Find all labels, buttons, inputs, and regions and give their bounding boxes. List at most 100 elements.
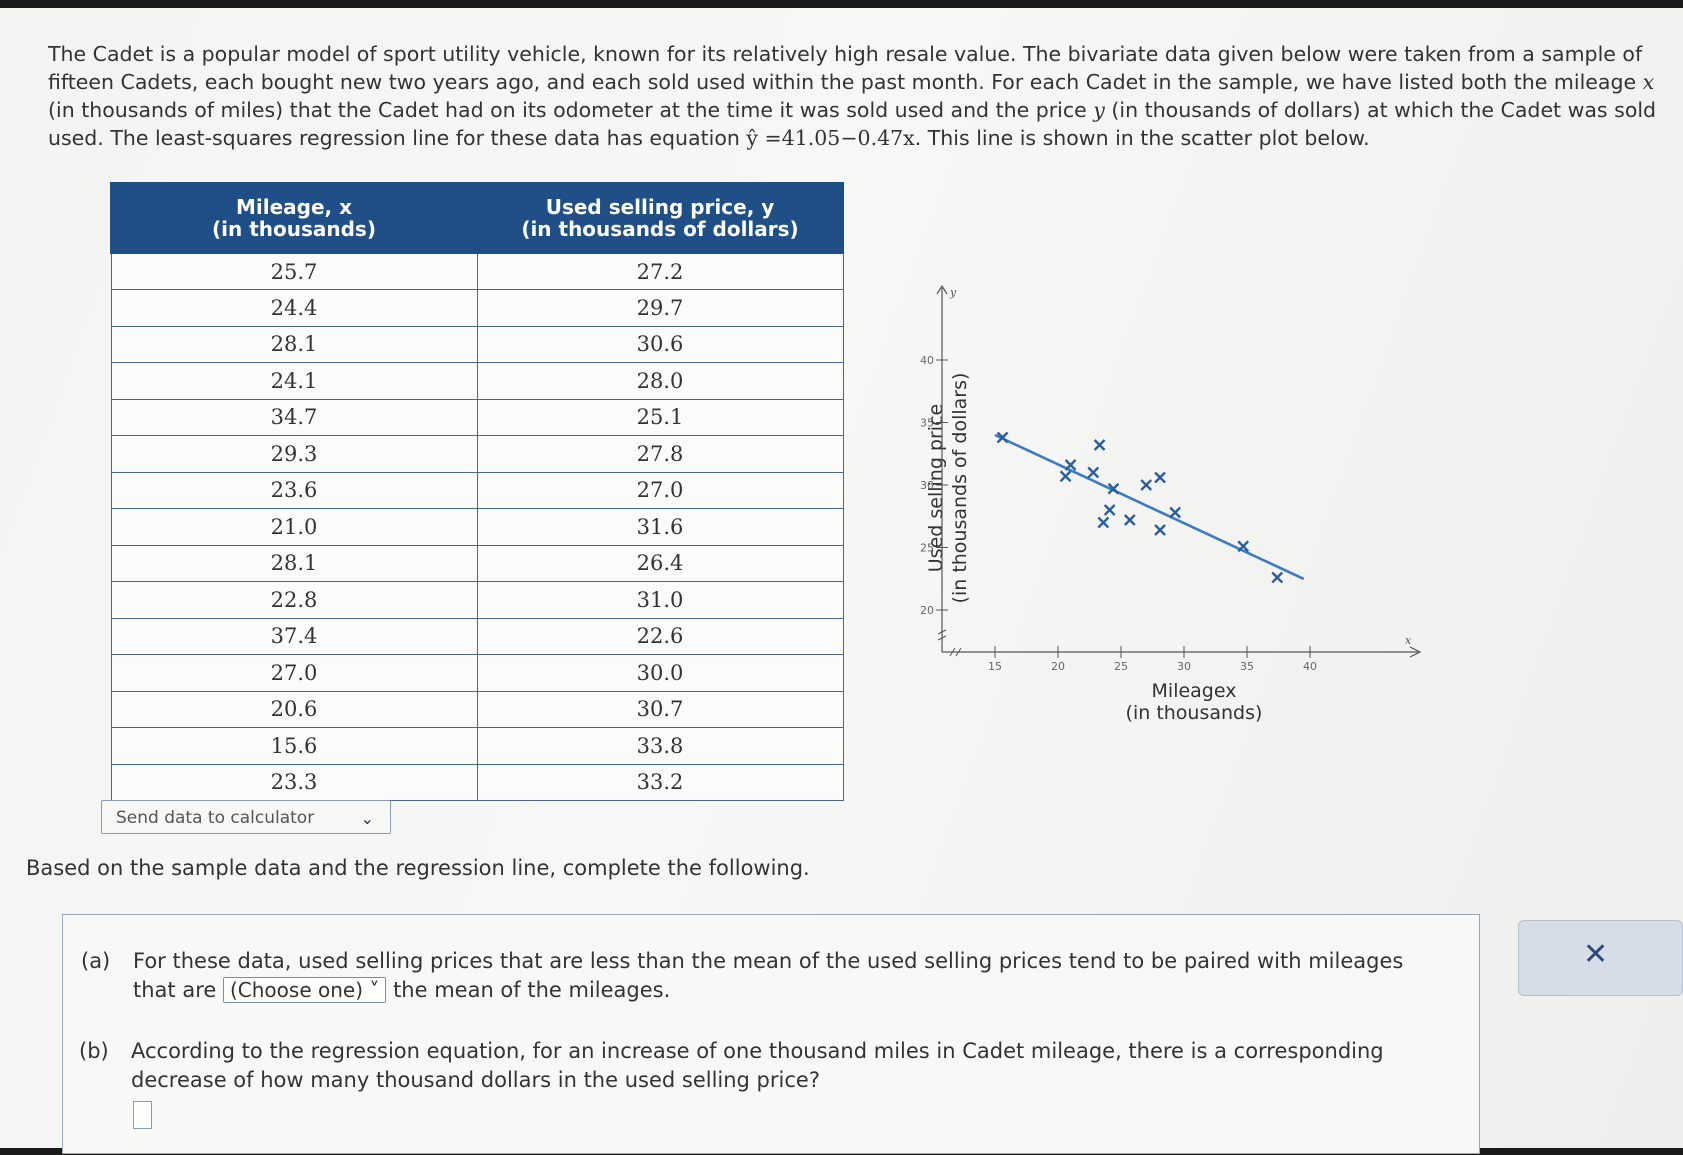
instruction-text: Based on the sample data and the regress… — [26, 856, 810, 880]
y-tick-label: 40 — [920, 354, 934, 367]
price-cell: 27.8 — [476, 435, 844, 473]
x-axis-arrow — [1409, 646, 1422, 658]
intro-text-2: (in thousands of miles) that the Cadet h… — [48, 98, 1087, 122]
table-row: 37.4 22.6 — [110, 617, 844, 655]
question-a-text-2: the mean of the mileages. — [393, 978, 671, 1002]
question-b: (b) According to the regression equation… — [79, 1037, 1479, 1095]
x-tick-label: 35 — [1240, 660, 1254, 673]
x-tick-label: 15 — [988, 660, 1002, 673]
table-row: 23.6 27.0 — [110, 471, 844, 509]
y-axis-symbol: y — [949, 286, 957, 299]
price-cell: 25.1 — [476, 398, 844, 436]
price-cell: 22.6 — [476, 617, 844, 655]
header-price-line1: Used selling price, y — [545, 195, 775, 219]
table-body: 25.7 27.2 24.4 29.7 28.1 30.6 24.1 28.0 34.7 25.1… — [110, 252, 844, 801]
comparison-select[interactable]: (Choose one) ˅ — [222, 977, 387, 1003]
table-row: 20.6 30.7 — [110, 690, 844, 728]
header-mileage: Mileage, x (in thousands) — [110, 182, 478, 254]
send-data-label: Send data to calculator — [116, 808, 315, 828]
table-row: 15.6 33.8 — [110, 727, 844, 765]
answer-input-b[interactable] — [133, 1101, 152, 1129]
table-row: 25.7 27.2 — [110, 252, 844, 290]
question-a: (a) For these data, used selling prices … — [81, 947, 1441, 1005]
comparison-select-value: (Choose one) — [229, 978, 364, 1002]
price-cell: 31.0 — [476, 581, 844, 619]
table-row: 27.0 30.0 — [110, 654, 844, 692]
problem-intro: The Cadet is a popular model of sport ut… — [48, 40, 1668, 152]
data-point-marker — [1169, 506, 1182, 519]
header-mileage-line1: Mileage, x — [235, 195, 352, 219]
price-cell: 27.2 — [476, 252, 844, 290]
header-price-line2: (in thousands of dollars) — [521, 217, 799, 241]
mileage-cell: 23.3 — [110, 763, 478, 801]
mileage-cell: 27.0 — [110, 654, 478, 692]
var-y: y — [1093, 98, 1105, 122]
price-cell: 27.0 — [476, 471, 844, 509]
table-row: 24.1 28.0 — [110, 362, 844, 400]
price-cell: 30.0 — [476, 654, 844, 692]
x-tick-label: 30 — [1177, 660, 1191, 673]
price-cell: 26.4 — [476, 544, 844, 582]
mileage-cell: 15.6 — [110, 727, 478, 765]
table-row: 28.1 30.6 — [110, 325, 844, 363]
price-cell: 33.2 — [476, 763, 844, 801]
x-axis-label: Mileagex (in thousands) — [1094, 680, 1294, 724]
chevron-down-icon: ˅ — [369, 978, 380, 1002]
x-axis-label-line1: Mileagex — [1151, 680, 1237, 702]
scatter-plot: y x 15 20 25 30 35 40 20 25 30 35 40 — [920, 284, 1422, 673]
chevron-down-icon: ⌄ — [360, 809, 374, 828]
y-tick-label: 20 — [920, 604, 934, 617]
close-icon: ✕ — [1583, 937, 1609, 972]
mileage-cell: 22.8 — [110, 581, 478, 619]
screen: The Cadet is a popular model of sport ut… — [0, 8, 1683, 1154]
data-point-marker — [1093, 439, 1106, 451]
table-row: 28.1 26.4 — [110, 544, 844, 582]
mileage-cell: 28.1 — [110, 544, 478, 582]
table-row: 24.4 29.7 — [110, 289, 844, 327]
data-point-marker — [1154, 471, 1166, 484]
var-x: x — [1642, 70, 1655, 94]
mileage-cell: 34.7 — [110, 398, 478, 436]
send-data-to-calculator-dropdown[interactable]: Send data to calculator ⌄ — [101, 800, 391, 834]
mileage-cell: 23.6 — [110, 471, 478, 509]
x-axis-label-line2: (in thousands) — [1125, 702, 1263, 724]
intro-text-3: (in thousands of dollars) at which the C… — [48, 98, 1657, 150]
price-cell: 30.7 — [476, 690, 844, 728]
mileage-cell: 24.4 — [110, 289, 478, 327]
data-point-marker — [1064, 459, 1077, 471]
question-b-tag: (b) — [79, 1039, 109, 1063]
data-point-marker — [1087, 466, 1100, 479]
mileage-cell: 29.3 — [110, 435, 478, 473]
data-point-marker — [1123, 514, 1136, 526]
regression-line — [994, 433, 1305, 581]
data-point-marker — [1271, 571, 1284, 584]
table-row: 23.3 33.2 — [110, 763, 844, 801]
regression-equation: ŷ =41.05−0.47x — [746, 126, 915, 150]
table-row: 34.7 25.1 — [110, 398, 844, 436]
data-point-marker — [996, 431, 1009, 444]
mileage-cell: 24.1 — [110, 362, 478, 400]
header-price: Used selling price, y (in thousands of d… — [476, 182, 844, 254]
data-point-marker — [1140, 479, 1153, 491]
mileage-cell: 21.0 — [110, 508, 478, 546]
x-tick-label: 25 — [1114, 660, 1128, 673]
y-axis-break — [937, 629, 947, 641]
intro-text-4: . This line is shown in the scatter plot… — [914, 126, 1370, 150]
x-tick-label: 40 — [1303, 660, 1317, 673]
price-cell: 28.0 — [476, 362, 844, 400]
table-row: 21.0 31.6 — [110, 508, 844, 546]
mileage-cell: 37.4 — [110, 617, 478, 655]
close-button[interactable]: ✕ — [1518, 920, 1683, 996]
data-point-marker — [1097, 516, 1110, 529]
x-axis-symbol: x — [1405, 634, 1412, 647]
data-point-marker — [1059, 470, 1072, 483]
x-tick-label: 20 — [1051, 660, 1065, 673]
data-point-marker — [1154, 524, 1166, 536]
table-header-row: Mileage, x (in thousands) Used selling p… — [110, 182, 844, 254]
table-row: 22.8 31.0 — [110, 581, 844, 619]
question-a-tag: (a) — [81, 949, 111, 973]
price-cell: 31.6 — [476, 508, 844, 546]
mileage-cell: 28.1 — [110, 325, 478, 363]
price-cell: 30.6 — [476, 325, 844, 363]
mileage-cell: 20.6 — [110, 690, 478, 728]
